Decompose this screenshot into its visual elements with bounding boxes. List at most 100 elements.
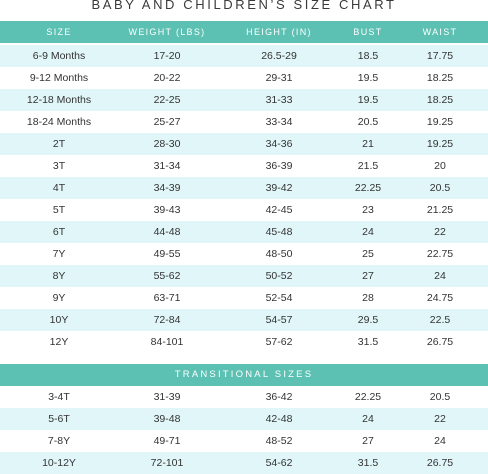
- size-cell: 6-9 Months: [32, 50, 86, 62]
- table-row: 9Y 63-71 52-54 28 24.75: [0, 287, 488, 309]
- waist-cell: 18.25: [426, 94, 454, 106]
- waist-cell: 20.5: [429, 391, 451, 403]
- height-cell: 34-36: [265, 138, 293, 150]
- size-cell: 12Y: [49, 336, 69, 348]
- weight-cell: 20-22: [153, 72, 181, 84]
- weight-cell: 39-43: [153, 204, 181, 216]
- table-row: 7Y 49-55 48-50 25 22.75: [0, 243, 488, 265]
- waist-cell: 24: [434, 435, 446, 447]
- height-cell: 42-48: [265, 413, 293, 425]
- size-cell: 6T: [52, 226, 66, 238]
- table-row: 4T 34-39 39-42 22.25 20.5: [0, 177, 488, 199]
- column-header-weight: WEIGHT (LBS): [128, 27, 206, 37]
- weight-cell: 39-48: [153, 413, 181, 425]
- column-header-row: SIZE WEIGHT (LBS) HEIGHT (IN) BUST WAIST: [0, 21, 488, 43]
- size-cell: 4T: [52, 182, 66, 194]
- weight-cell: 22-25: [153, 94, 181, 106]
- table-row: 12Y 84-101 57-62 31.5 26.75: [0, 331, 488, 353]
- bust-cell: 22.25: [354, 391, 382, 403]
- table-row: 10-12Y 72-101 54-62 31.5 26.75: [0, 452, 488, 474]
- table-row: 5-6T 39-48 42-48 24 22: [0, 408, 488, 430]
- weight-cell: 72-84: [153, 314, 181, 326]
- bust-cell: 21.5: [357, 160, 379, 172]
- waist-cell: 26.75: [426, 457, 454, 469]
- height-cell: 57-62: [265, 336, 293, 348]
- height-cell: 45-48: [265, 226, 293, 238]
- bust-cell: 19.5: [357, 72, 379, 84]
- size-cell: 2T: [52, 138, 66, 150]
- bust-cell: 23: [362, 204, 374, 216]
- bust-cell: 28: [362, 292, 374, 304]
- weight-cell: 34-39: [153, 182, 181, 194]
- size-cell: 3-4T: [48, 391, 70, 403]
- bust-cell: 18.5: [357, 50, 379, 62]
- table-row: 5T 39-43 42-45 23 21.25: [0, 199, 488, 221]
- weight-cell: 44-48: [153, 226, 181, 238]
- height-cell: 54-62: [265, 457, 293, 469]
- table-row: 3-4T 31-39 36-42 22.25 20.5: [0, 386, 488, 408]
- bust-cell: 29.5: [357, 314, 379, 326]
- bust-cell: 21: [362, 138, 374, 150]
- height-cell: 33-34: [265, 116, 293, 128]
- height-cell: 52-54: [265, 292, 293, 304]
- table-row: 12-18 Months 22-25 31-33 19.5 18.25: [0, 89, 488, 111]
- waist-cell: 17.75: [426, 50, 454, 62]
- weight-cell: 25-27: [153, 116, 181, 128]
- bust-cell: 27: [362, 435, 374, 447]
- weight-cell: 84-101: [150, 336, 184, 348]
- bust-cell: 31.5: [357, 336, 379, 348]
- height-cell: 36-42: [265, 391, 293, 403]
- bust-cell: 19.5: [357, 94, 379, 106]
- weight-cell: 28-30: [153, 138, 181, 150]
- weight-cell: 49-55: [153, 248, 181, 260]
- size-cell: 5T: [52, 204, 66, 216]
- height-cell: 26.5-29: [261, 50, 297, 62]
- table-row: 6T 44-48 45-48 24 22: [0, 221, 488, 243]
- height-cell: 39-42: [265, 182, 293, 194]
- weight-cell: 55-62: [153, 270, 181, 282]
- waist-cell: 22.5: [429, 314, 451, 326]
- weight-cell: 63-71: [153, 292, 181, 304]
- height-cell: 42-45: [265, 204, 293, 216]
- size-cell: 9-12 Months: [29, 72, 89, 84]
- size-cell: 7-8Y: [47, 435, 71, 447]
- height-cell: 50-52: [265, 270, 293, 282]
- waist-cell: 19.25: [426, 138, 454, 150]
- size-cell: 12-18 Months: [26, 94, 92, 106]
- column-header-bust: BUST: [353, 27, 383, 37]
- size-cell: 18-24 Months: [26, 116, 92, 128]
- size-cell: 7Y: [52, 248, 66, 260]
- size-cell: 3T: [52, 160, 66, 172]
- height-cell: 31-33: [265, 94, 293, 106]
- weight-cell: 72-101: [150, 457, 184, 469]
- waist-cell: 18.25: [426, 72, 454, 84]
- table-row: 3T 31-34 36-39 21.5 20: [0, 155, 488, 177]
- table-row: 8Y 55-62 50-52 27 24: [0, 265, 488, 287]
- bust-cell: 22.25: [354, 182, 382, 194]
- waist-cell: 19.25: [426, 116, 454, 128]
- size-cell: 8Y: [52, 270, 66, 282]
- table-row: 6-9 Months 17-20 26.5-29 18.5 17.75: [0, 45, 488, 67]
- bust-cell: 31.5: [357, 457, 379, 469]
- bust-cell: 24: [362, 413, 374, 425]
- table-row: 9-12 Months 20-22 29-31 19.5 18.25: [0, 67, 488, 89]
- height-cell: 36-39: [265, 160, 293, 172]
- size-cell: 9Y: [52, 292, 66, 304]
- waist-cell: 24: [434, 270, 446, 282]
- size-cell: 10-12Y: [42, 457, 76, 469]
- bust-cell: 20.5: [357, 116, 379, 128]
- table-row: 7-8Y 49-71 48-52 27 24: [0, 430, 488, 452]
- column-header-waist: WAIST: [422, 27, 458, 37]
- waist-cell: 22: [434, 226, 446, 238]
- table-row: 2T 28-30 34-36 21 19.25: [0, 133, 488, 155]
- size-cell: 5-6T: [48, 413, 70, 425]
- transitional-sizes-header: TRANSITIONAL SIZES: [0, 364, 488, 386]
- height-cell: 48-52: [265, 435, 293, 447]
- size-cell: 10Y: [49, 314, 69, 326]
- table-row: 10Y 72-84 54-57 29.5 22.5: [0, 309, 488, 331]
- weight-cell: 31-34: [153, 160, 181, 172]
- waist-cell: 20: [434, 160, 446, 172]
- weight-cell: 17-20: [153, 50, 181, 62]
- waist-cell: 21.25: [426, 204, 454, 216]
- height-cell: 54-57: [265, 314, 293, 326]
